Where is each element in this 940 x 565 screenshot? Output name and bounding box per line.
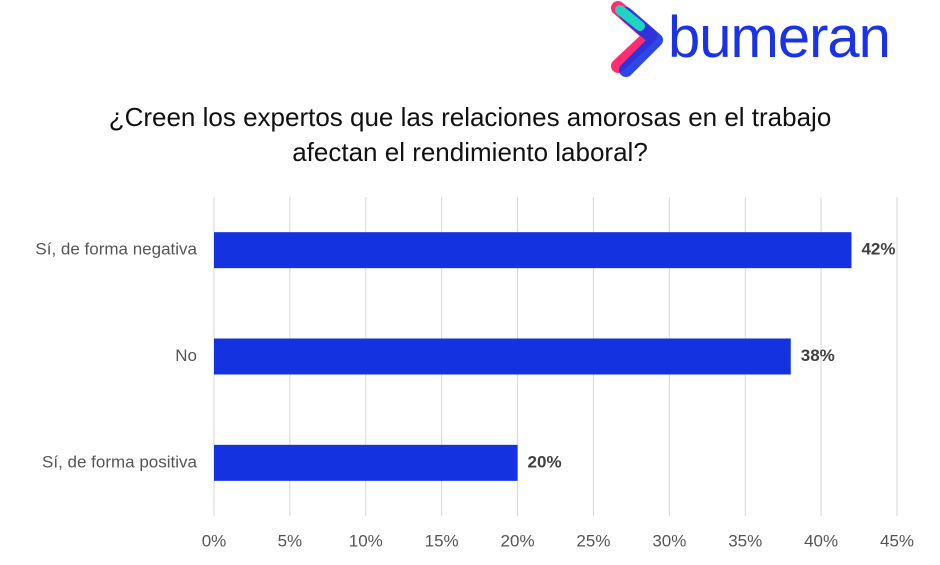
logo: bumeran [668,5,891,70]
logo-icon [611,1,663,77]
x-tick-label: 35% [728,531,762,550]
bar [214,338,791,375]
y-tick-label: Sí, de forma negativa [35,240,197,259]
bar [214,232,852,269]
x-tick-label: 15% [425,531,459,550]
x-tick-label: 40% [804,531,838,550]
y-tick-label: Sí, de forma positiva [42,452,198,471]
x-tick-label: 30% [652,531,686,550]
x-tick-label: 10% [349,531,383,550]
value-label: 38% [801,346,835,365]
chart-title: ¿Creen los expertos que las relaciones a… [108,102,832,167]
bar [214,444,518,481]
x-tick-label: 5% [278,531,303,550]
value-label: 42% [861,240,895,259]
x-tick-label: 25% [576,531,610,550]
x-tick-label: 45% [880,531,914,550]
x-tick-label: 0% [202,531,227,550]
x-tick-label: 20% [501,531,535,550]
y-tick-label: No [175,346,197,365]
value-label: 20% [528,452,562,471]
